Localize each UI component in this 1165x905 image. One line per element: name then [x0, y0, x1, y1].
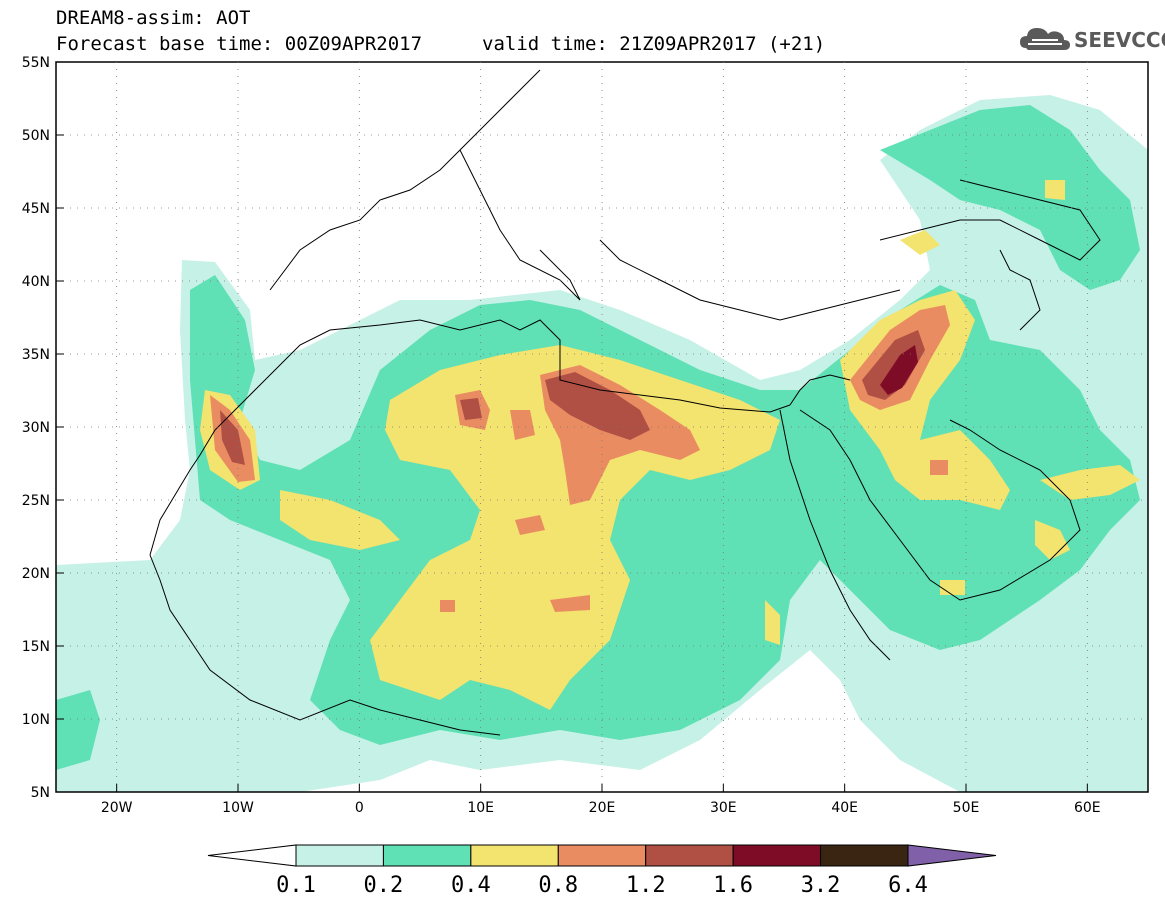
- colorbar-box: [732, 844, 822, 867]
- colorbar-label: 3.2: [801, 873, 841, 898]
- map-title: DREAM8-assim: AOT: [56, 7, 251, 29]
- colorbar-box: [820, 844, 909, 867]
- graticule: [56, 61, 1148, 793]
- latitude-label: 20N: [22, 566, 50, 582]
- seevccc-logo: SEEVCCC: [1018, 22, 1165, 56]
- aot-field: [56, 95, 1148, 792]
- colorbar-box: [557, 844, 647, 867]
- colorbar-box: [295, 844, 384, 867]
- colorbar-label: 0.8: [538, 873, 578, 898]
- colorbar-low-triangle: [207, 844, 297, 867]
- longitude-label: 60E: [1074, 800, 1101, 816]
- forecast-base-time: Forecast base time: 00Z09APR2017: [56, 33, 423, 55]
- longitude-label: 20E: [589, 800, 616, 816]
- colorbar-label: 0.4: [451, 873, 491, 898]
- latitude-label: 55N: [22, 55, 50, 71]
- longitude-label: 10W: [222, 800, 254, 816]
- longitude-label: 50E: [953, 800, 980, 816]
- latitude-label: 45N: [22, 201, 50, 217]
- longitude-label: 30E: [710, 800, 737, 816]
- colorbar-box: [470, 844, 559, 867]
- longitude-label: 40E: [831, 800, 858, 816]
- colorbar-label: 0.2: [364, 873, 404, 898]
- aot-level-1.6: [880, 345, 918, 395]
- latitude-label: 40N: [22, 274, 50, 290]
- colorbar-high-triangle: [907, 844, 997, 867]
- colorbar-label: 1.2: [626, 873, 666, 898]
- cloud-logo-icon: [1020, 28, 1070, 50]
- colorbar-label: 1.6: [713, 873, 753, 898]
- latitude-label: 10N: [22, 712, 50, 728]
- colorbar-box: [382, 844, 472, 867]
- latitude-label: 5N: [31, 785, 50, 801]
- colorbar-box: [645, 844, 734, 867]
- latitude-label: 15N: [22, 639, 50, 655]
- valid-time: valid time: 21Z09APR2017 (+21): [482, 33, 826, 55]
- colorbar-label: 6.4: [888, 873, 928, 898]
- latitude-label: 25N: [22, 493, 50, 509]
- longitude-label: 10E: [467, 800, 494, 816]
- colorbar: 0.1 0.2 0.4 0.8 1.2 1.6 3.2 6.4: [207, 844, 997, 898]
- logo-text: SEEVCCC: [1074, 28, 1165, 52]
- latitude-label: 50N: [22, 128, 50, 144]
- coastlines: [149, 69, 1101, 736]
- colorbar-label: 0.1: [276, 873, 316, 898]
- longitude-label: 0: [355, 800, 364, 816]
- latitude-label: 35N: [22, 347, 50, 363]
- latitude-label: 30N: [22, 420, 50, 436]
- axis-labels: 55N 50N 45N 40N 35N 30N 25N 20N 15N 10N 5N 20W 10W 0 1…: [22, 55, 1101, 816]
- longitude-label: 20W: [101, 800, 133, 816]
